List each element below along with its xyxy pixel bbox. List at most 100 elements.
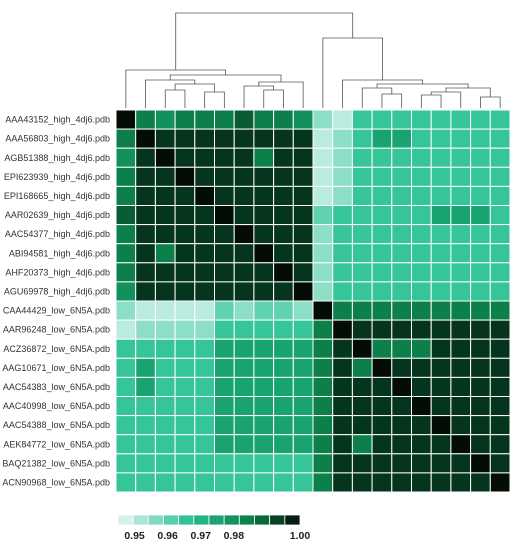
heatmap-cell <box>292 338 314 359</box>
heatmap-cell <box>411 300 432 321</box>
heatmap-cell <box>115 338 137 359</box>
colorbar-swatch <box>208 514 225 526</box>
heatmap-cell <box>489 147 511 168</box>
heatmap-cell <box>312 338 334 359</box>
heatmap-cell <box>312 243 334 264</box>
heatmap-cell <box>253 300 275 321</box>
colorbar-swatch <box>163 514 180 526</box>
heatmap-cell <box>135 205 156 226</box>
heatmap-cell <box>430 109 452 130</box>
heatmap-cell <box>371 300 393 321</box>
heatmap-cell <box>312 376 334 397</box>
heatmap-cell <box>332 262 353 283</box>
heatmap-cell <box>312 109 334 130</box>
heatmap-cell <box>450 319 472 340</box>
heatmap-cell <box>430 224 452 245</box>
heatmap-cell <box>332 281 353 302</box>
heatmap-cell <box>233 357 255 378</box>
heatmap-cell <box>470 205 491 226</box>
heatmap-cell <box>391 185 412 206</box>
heatmap-cell <box>253 243 275 264</box>
heatmap-cell <box>115 300 137 321</box>
heatmap-cell <box>351 281 373 302</box>
heatmap-cell <box>489 396 511 417</box>
heatmap-cell <box>214 396 235 417</box>
heatmap-cell <box>115 147 137 168</box>
heatmap-cell <box>154 128 176 149</box>
heatmap-cell <box>489 338 511 359</box>
heatmap-cell <box>351 338 373 359</box>
heatmap-cell <box>332 319 353 340</box>
heatmap-cell <box>253 128 275 149</box>
heatmap-cell <box>391 109 412 130</box>
heatmap-cell <box>450 262 472 283</box>
heatmap-cell <box>430 357 452 378</box>
colorbar-tick-label: 0.98 <box>224 530 245 542</box>
heatmap-cell <box>292 376 314 397</box>
row-label: AAR96248_low_6N5A.pdb <box>3 325 110 335</box>
heatmap-cell <box>351 109 373 130</box>
heatmap-cell <box>214 224 235 245</box>
heatmap-cell <box>351 205 373 226</box>
heatmap-cell <box>351 243 373 264</box>
heatmap-cell <box>391 357 412 378</box>
heatmap-cell <box>233 281 255 302</box>
colorbar-swatch <box>269 514 286 526</box>
heatmap-cell <box>411 415 432 436</box>
heatmap-cell <box>312 185 334 206</box>
heatmap-cell <box>312 472 334 493</box>
heatmap-cell <box>450 109 472 130</box>
heatmap-cell <box>470 396 491 417</box>
heatmap-cell <box>430 319 452 340</box>
heatmap-cell <box>450 376 472 397</box>
heatmap-cell <box>292 205 314 226</box>
heatmap-cell <box>351 224 373 245</box>
heatmap-cell <box>233 224 255 245</box>
row-label: AAC54388_low_6N5A.pdb <box>3 420 110 430</box>
heatmap-cell <box>214 205 235 226</box>
heatmap-cell <box>292 472 314 493</box>
heatmap-cell <box>233 319 255 340</box>
heatmap-cell <box>430 453 452 474</box>
heatmap-cell <box>371 453 393 474</box>
dendrogram-link <box>243 85 274 108</box>
heatmap-cell <box>371 147 393 168</box>
heatmap-cell <box>371 415 393 436</box>
heatmap-cell <box>430 243 452 264</box>
dendrogram-link <box>164 89 186 108</box>
heatmap-cell <box>273 281 294 302</box>
dendrogram-link <box>174 83 215 92</box>
heatmap-cell <box>135 338 156 359</box>
heatmap-cell <box>194 109 216 130</box>
heatmap-cell <box>214 262 235 283</box>
heatmap-cell <box>450 472 472 493</box>
heatmap-cell <box>312 166 334 187</box>
heatmap-cell <box>489 472 511 493</box>
heatmap-cell <box>332 109 353 130</box>
heatmap-cell <box>391 300 412 321</box>
dendrogram-link <box>381 93 403 108</box>
heatmap-cell <box>430 300 452 321</box>
heatmap-cell <box>253 224 275 245</box>
heatmap-cell <box>292 109 314 130</box>
heatmap-cell <box>292 243 314 264</box>
heatmap-cell <box>233 376 255 397</box>
heatmap-cell <box>233 434 255 455</box>
heatmap-cell <box>273 319 294 340</box>
heatmap-cell <box>450 281 472 302</box>
heatmap-cell <box>411 224 432 245</box>
heatmap-cell <box>154 319 176 340</box>
heatmap-cell <box>194 338 216 359</box>
heatmap-cell <box>194 472 216 493</box>
heatmap-cell <box>194 415 216 436</box>
heatmap-cell <box>332 357 353 378</box>
heatmap-cell <box>489 166 511 187</box>
heatmap-cell <box>194 319 216 340</box>
heatmap-cell <box>154 109 176 130</box>
heatmap-cell <box>214 243 235 264</box>
heatmap-cell <box>450 243 472 264</box>
heatmap-cell <box>115 109 137 130</box>
heatmap-cell <box>430 166 452 187</box>
heatmap-cell <box>430 472 452 493</box>
heatmap-cell <box>273 415 294 436</box>
